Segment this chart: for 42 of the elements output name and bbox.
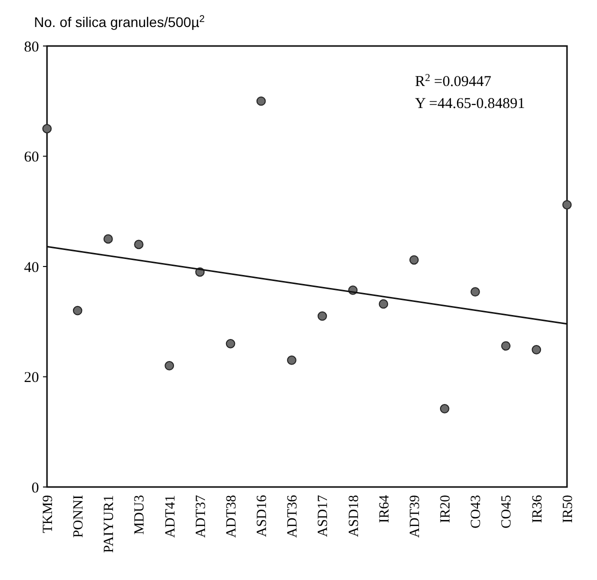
point: [42, 124, 52, 134]
y-tick-label: 20: [24, 370, 39, 386]
point: [164, 361, 174, 370]
annotation: R$^{2}$ =0.09447: [415, 72, 492, 90]
point: [532, 345, 542, 354]
y-tick-label: 40: [24, 260, 39, 276]
x-tick-label: ADT41: [163, 495, 178, 538]
x-tick-label: ADT38: [224, 495, 240, 538]
x-tick-label: CO43: [469, 495, 484, 528]
x-tick-label: PAIYUR1: [102, 495, 118, 553]
point: [103, 234, 113, 244]
point: [501, 341, 511, 351]
point: [562, 200, 572, 210]
y-tick-label: 0: [32, 480, 39, 496]
x-tick-label: MDU3: [132, 495, 148, 535]
point: [287, 356, 296, 365]
x-tick-label: ADT39: [408, 495, 423, 538]
point: [72, 306, 82, 316]
x-tick-label: IR36: [530, 495, 546, 523]
point: [134, 240, 144, 250]
point: [256, 96, 266, 106]
y-tick-label: 80: [24, 39, 39, 56]
point: [226, 339, 236, 348]
x-tick-label: ASD16: [255, 495, 270, 538]
point: [318, 311, 327, 321]
x-tick-label: CO45: [500, 495, 515, 528]
x-tick-label: ASD17: [316, 495, 332, 538]
x-tick-label: PONNI: [71, 494, 86, 538]
point: [378, 299, 388, 309]
x-tick-label: ADT36: [286, 495, 301, 538]
x-tick-label: IR50: [560, 495, 576, 523]
point: [470, 287, 480, 297]
x-tick-label: ADT37: [194, 495, 209, 538]
y-tick-label: 60: [24, 150, 39, 166]
x-tick-label: IR20: [438, 495, 454, 523]
annotation: Y =44.65-0.84891: [415, 96, 525, 112]
x-tick-label: TKM9: [40, 495, 56, 534]
point: [409, 255, 419, 265]
y-axis-title: No. of silica granules/500µ$^{2}$: [34, 14, 205, 30]
point: [440, 404, 450, 414]
x-tick-label: ASD18: [346, 495, 362, 538]
x-tick-label: IR64: [377, 495, 392, 523]
